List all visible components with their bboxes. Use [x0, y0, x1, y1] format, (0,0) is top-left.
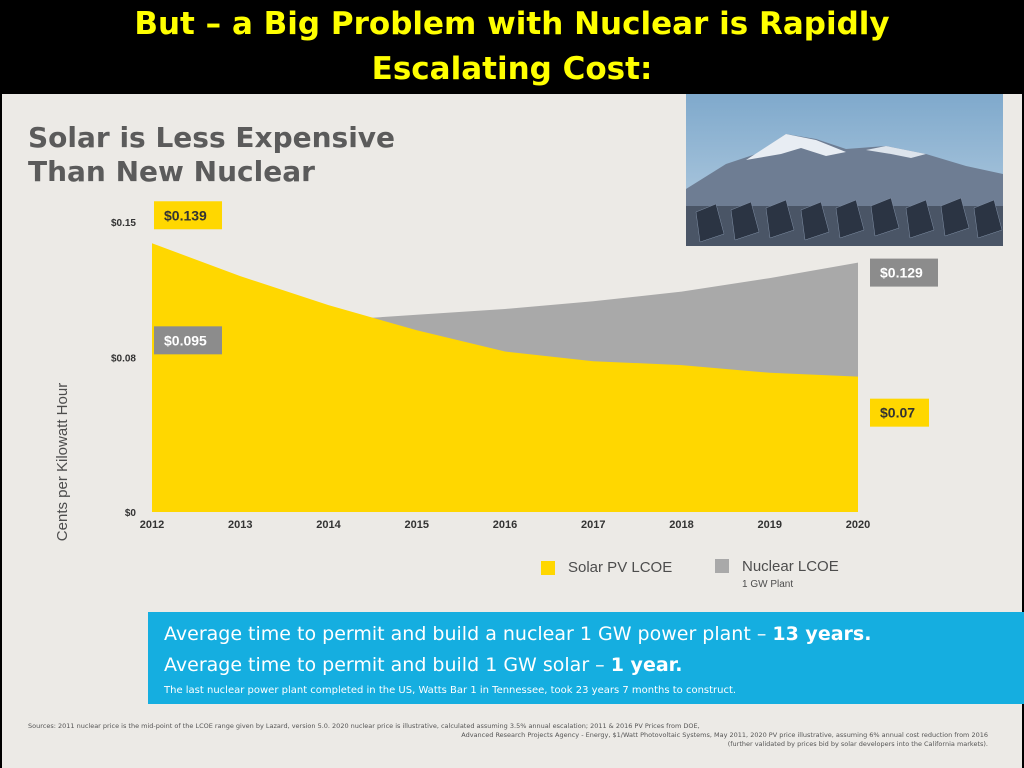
value-label: $0.139: [154, 201, 222, 230]
legend-solar-label: Solar PV LCOE: [568, 559, 672, 576]
legend-nuclear-swatch: [715, 559, 729, 573]
chart-title-line2: Than New Nuclear: [28, 155, 315, 188]
series-area-solar-pv-lcoe: [152, 243, 858, 512]
legend: Solar PV LCOE Nuclear LCOE 1 GW Plant: [541, 558, 839, 590]
x-tick-label: 2014: [316, 519, 341, 531]
info-line-watts-bar: The last nuclear power plant completed i…: [164, 685, 737, 696]
infographic-panel: Solar is Less Expensive Than New Nuclear: [2, 94, 1024, 768]
value-label-box: [870, 398, 929, 427]
x-tick-label: 2019: [758, 519, 782, 531]
value-label: $0.07: [870, 398, 929, 427]
mountain-solar-panels-photo: [686, 94, 1003, 246]
x-tick-label: 2017: [581, 519, 605, 531]
slide-title-line2: Escalating Cost:: [371, 51, 653, 87]
value-label: $0.129: [870, 258, 938, 287]
info-line-nuclear-bold: 13 years.: [772, 623, 872, 645]
x-tick-label: 2015: [405, 519, 429, 531]
sources-line1: Sources: 2011 nuclear price is the mid-p…: [28, 722, 700, 730]
legend-nuclear-sublabel: 1 GW Plant: [742, 579, 793, 590]
info-line-solar-bold: 1 year.: [610, 654, 683, 676]
x-tick-label: 2018: [669, 519, 693, 531]
info-line-nuclear: Average time to permit and build a nucle…: [164, 623, 871, 645]
info-callout: Average time to permit and build a nucle…: [148, 612, 1024, 704]
chart-title-line1: Solar is Less Expensive: [28, 121, 396, 154]
sources-line3: (further validated by prices bid by sola…: [727, 740, 988, 748]
legend-solar-swatch: [541, 561, 555, 575]
info-line-nuclear-text: Average time to permit and build a nucle…: [164, 623, 773, 645]
x-tick-label: 2012: [140, 519, 164, 531]
value-label-text: $0.095: [164, 332, 207, 348]
y-tick-label: $0.08: [111, 353, 136, 364]
y-tick-label: $0.15: [111, 218, 136, 229]
info-line-solar-text: Average time to permit and build 1 GW so…: [164, 654, 611, 676]
info-line-solar: Average time to permit and build 1 GW so…: [164, 654, 683, 676]
legend-nuclear-label: Nuclear LCOE: [742, 558, 839, 575]
slide-title-line1: But – a Big Problem with Nuclear is Rapi…: [134, 6, 890, 42]
x-tick-label: 2013: [228, 519, 252, 531]
value-label-box: [870, 258, 938, 287]
value-label-box: [154, 326, 222, 355]
lcoe-area-chart: $0 $0.08 $0.15 2012 2013 2014 2015 2016 2017 201…: [54, 201, 938, 590]
value-label: $0.095: [154, 326, 222, 355]
x-tick-label: 2020: [846, 519, 870, 531]
x-tick-label: 2016: [493, 519, 517, 531]
chart-title: Solar is Less Expensive Than New Nuclear: [28, 121, 395, 189]
sources-footnote: Sources: 2011 nuclear price is the mid-p…: [28, 722, 988, 749]
y-axis-label: Cents per Kilowatt Hour: [54, 383, 71, 541]
value-label-text: $0.07: [880, 405, 915, 421]
slide-title: But – a Big Problem with Nuclear is Rapi…: [0, 0, 1024, 96]
sources-line2: Advanced Research Projects Agency - Ener…: [461, 731, 988, 739]
value-label-text: $0.129: [880, 265, 923, 281]
y-tick-label: $0: [125, 508, 137, 519]
value-label-box: [154, 201, 222, 230]
value-label-text: $0.139: [164, 207, 207, 223]
